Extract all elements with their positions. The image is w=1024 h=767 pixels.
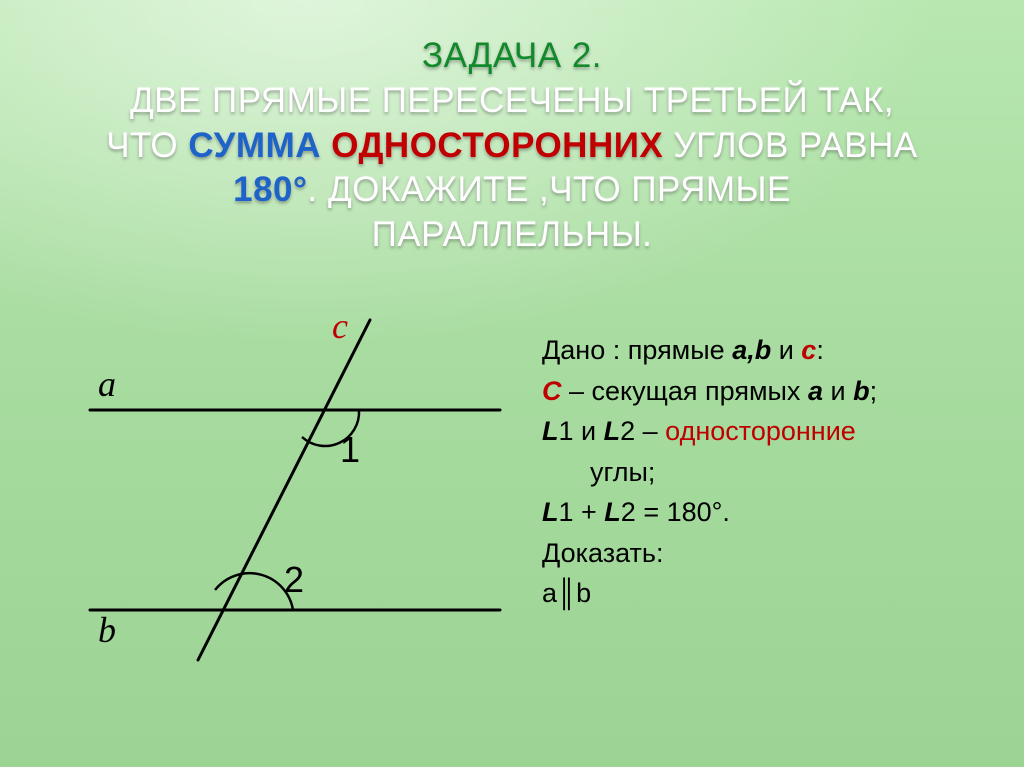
label-a: a: [98, 364, 116, 404]
g1d: c: [801, 335, 816, 365]
g5b: 1 +: [559, 497, 605, 527]
title-line4: 180°. ДОКАЖИТЕ ,ЧТО ПРЯМЫЕ: [233, 170, 791, 209]
g2e: b: [853, 376, 870, 406]
t4b: . ДОКАЖИТЕ ,ЧТО ПРЯМЫЕ: [308, 170, 791, 209]
title-line1: ЗАДАЧА 2.: [422, 36, 602, 75]
g3e: односторонние: [665, 416, 856, 446]
g5a: L: [542, 497, 559, 527]
t3d: УГЛОВ РАВНА: [673, 126, 917, 165]
given-line5: L1 + L2 = 180°.: [542, 492, 1002, 533]
given-line2: C – секущая прямых a и b;: [542, 371, 1002, 412]
g2d: и: [823, 376, 853, 406]
given-line3: L1 и L2 – односторонние: [542, 411, 1002, 452]
t3a: ЧТО: [106, 126, 188, 165]
geometry-diagram: a b c 1 2: [40, 330, 510, 690]
g2c: a: [808, 376, 823, 406]
g3c: L: [604, 416, 621, 446]
given-line1: Дано : прямые a,b и c:: [542, 330, 1002, 371]
t3b: СУММА: [188, 126, 331, 165]
label-b: b: [98, 610, 116, 650]
label-c: c: [332, 306, 348, 346]
g3d: 2 –: [620, 416, 665, 446]
label-angle-1: 1: [340, 429, 360, 470]
prove-label: Доказать:: [542, 533, 1002, 574]
g1a: Дано : прямые: [542, 335, 732, 365]
g5d: 2 = 180°.: [621, 497, 730, 527]
prove-statement: a║b: [542, 573, 1002, 614]
g3b: 1 и: [559, 416, 604, 446]
title-line3: ЧТО СУММА ОДНОСТОРОННИХ УГЛОВ РАВНА: [106, 126, 918, 165]
title-line5: ПАРАЛЛЕЛЬНЫ.: [372, 215, 653, 254]
g2b: – секущая прямых: [562, 376, 808, 406]
g2a: C: [542, 376, 562, 406]
label-angle-2: 2: [284, 559, 304, 600]
given-line4: углы;: [542, 452, 1002, 493]
g1e: :: [816, 335, 824, 365]
problem-title: ЗАДАЧА 2. ДВЕ ПРЯМЫЕ ПЕРЕСЕЧЕНЫ ТРЕТЬЕЙ …: [0, 34, 1024, 258]
t4a: 180°: [233, 170, 307, 209]
t3c: ОДНОСТОРОННИХ: [331, 126, 673, 165]
title-line2: ДВЕ ПРЯМЫЕ ПЕРЕСЕЧЕНЫ ТРЕТЬЕЙ ТАК,: [130, 81, 894, 120]
g5c: L: [604, 497, 621, 527]
g3a: L: [542, 416, 559, 446]
g1b: a,b: [732, 335, 771, 365]
g1c: и: [771, 335, 801, 365]
given-prove-text: Дано : прямые a,b и c: C – секущая прямы…: [542, 330, 1002, 614]
g2f: ;: [870, 376, 878, 406]
